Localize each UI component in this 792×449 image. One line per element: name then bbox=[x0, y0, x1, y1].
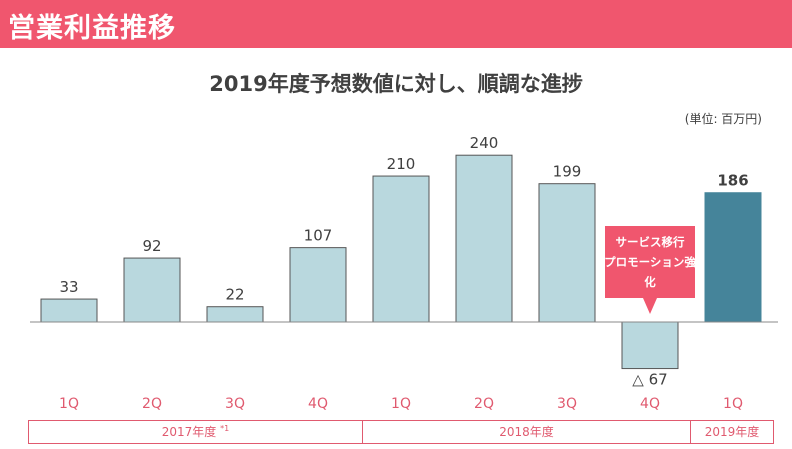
category-label: 1Q bbox=[391, 396, 411, 412]
fiscal-year-2017: 2017年度 *1 bbox=[29, 421, 363, 443]
category-label: 4Q bbox=[640, 396, 660, 412]
bar bbox=[538, 183, 596, 323]
bar bbox=[621, 321, 679, 370]
data-label: 33 bbox=[59, 278, 78, 296]
fiscal-year-footnote: *1 bbox=[220, 424, 230, 433]
fiscal-year-label: 2017年度 bbox=[161, 425, 217, 439]
fiscal-year-row: 2017年度 *1 2018年度 2019年度 bbox=[28, 420, 774, 444]
bar bbox=[40, 298, 98, 323]
data-label: 199 bbox=[553, 163, 582, 181]
category-label: 3Q bbox=[225, 396, 245, 412]
fiscal-year-2019: 2019年度 bbox=[691, 421, 773, 443]
category-label: 1Q bbox=[59, 396, 79, 412]
data-label: 186 bbox=[717, 172, 748, 190]
page-title: 営業利益推移 bbox=[8, 13, 176, 44]
callout-text: 化 bbox=[644, 275, 656, 289]
data-label: 210 bbox=[387, 155, 416, 173]
fiscal-year-label: 2018年度 bbox=[499, 425, 554, 439]
callout-text: プロモーション強 bbox=[604, 255, 696, 269]
category-label: 1Q bbox=[723, 396, 743, 412]
bar bbox=[289, 247, 347, 323]
bar bbox=[455, 154, 513, 323]
data-label: △ 67 bbox=[632, 371, 667, 389]
chart-title: 2019年度予想数値に対し、順調な進捗 bbox=[209, 72, 583, 96]
bar bbox=[372, 175, 430, 323]
unit-label: (単位: 百万円) bbox=[684, 112, 762, 126]
data-label: 22 bbox=[225, 286, 244, 304]
bar bbox=[704, 192, 762, 323]
callout-text: サービス移行 bbox=[616, 235, 685, 249]
fiscal-year-label: 2019年度 bbox=[704, 425, 760, 439]
data-label: 240 bbox=[470, 134, 499, 152]
category-label: 2Q bbox=[474, 396, 494, 412]
data-label: 107 bbox=[304, 227, 333, 245]
header-bar: 営業利益推移 bbox=[0, 0, 792, 48]
bar bbox=[123, 257, 181, 323]
bar bbox=[206, 306, 264, 323]
category-label: 2Q bbox=[142, 396, 162, 412]
category-label: 3Q bbox=[557, 396, 577, 412]
fiscal-year-2018: 2018年度 bbox=[363, 421, 691, 443]
data-label: 92 bbox=[142, 237, 161, 255]
category-label: 4Q bbox=[308, 396, 328, 412]
